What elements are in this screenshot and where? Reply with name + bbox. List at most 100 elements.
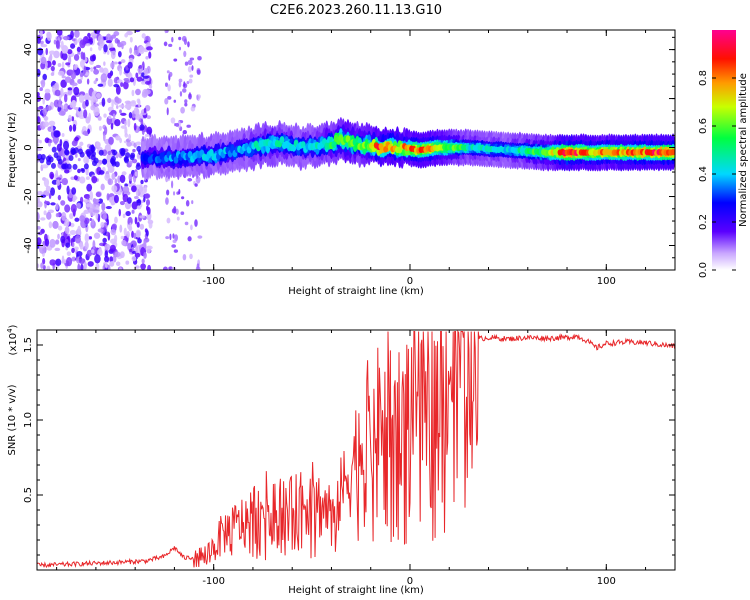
noise-blob — [42, 73, 47, 81]
noise-blob — [86, 249, 93, 257]
svg-text:(x104): (x104) — [6, 324, 19, 355]
noise-blob — [191, 65, 194, 71]
noise-blob — [91, 249, 95, 254]
noise-blob — [50, 162, 56, 169]
noise-blob — [134, 30, 141, 33]
noise-blob — [37, 190, 44, 196]
noise-blob — [103, 44, 108, 53]
noise-blob — [66, 185, 70, 195]
noise-blob — [124, 33, 129, 38]
noise-blob — [163, 41, 168, 47]
noise-blob — [50, 124, 54, 133]
noise-blob — [53, 152, 59, 159]
spectrogram-xtick-label: 0 — [407, 276, 413, 287]
noise-blob — [88, 236, 93, 240]
noise-blob — [145, 245, 152, 254]
noise-blob — [37, 111, 40, 117]
noise-blob — [89, 217, 92, 222]
noise-blob — [86, 183, 93, 192]
noise-blob — [72, 197, 76, 202]
noise-blob — [169, 233, 172, 241]
noise-blob — [77, 157, 81, 162]
noise-blob — [123, 227, 127, 237]
noise-blob — [128, 160, 133, 166]
noise-blob — [185, 200, 190, 207]
spectrogram-xlabel: Height of straight line (km) — [288, 286, 424, 297]
noise-blob — [179, 91, 183, 97]
noise-blob — [111, 99, 114, 109]
ridge-cell — [331, 140, 337, 149]
noise-blob — [70, 43, 76, 49]
snr-scale-prefix: (x10 — [8, 333, 19, 356]
noise-blob — [186, 81, 190, 85]
colorbar-tick-label: 0.4 — [698, 166, 709, 182]
noise-blob — [64, 204, 71, 213]
noise-blob — [39, 30, 43, 37]
noise-blob — [85, 99, 89, 107]
noise-blob — [83, 163, 89, 170]
noise-blob — [57, 70, 65, 76]
noise-blob — [50, 65, 55, 72]
noise-blob — [190, 105, 196, 112]
snr-xtick-label: 0 — [407, 576, 413, 587]
noise-blob — [170, 180, 174, 189]
noise-blob — [86, 78, 90, 85]
noise-blob — [129, 222, 132, 231]
noise-blob — [188, 93, 192, 100]
noise-blob — [131, 209, 135, 214]
noise-blob — [133, 106, 138, 115]
noise-blob — [187, 41, 190, 48]
noise-blob — [98, 198, 103, 204]
noise-blob — [129, 77, 135, 83]
noise-blob — [85, 43, 91, 47]
snr-ylabel: SNR (10 * v/v) — [7, 384, 18, 455]
noise-blob — [87, 261, 94, 267]
snr-scale-label: (x104) — [6, 324, 19, 355]
noise-blob — [125, 211, 131, 217]
noise-blob — [37, 231, 43, 236]
noise-blob — [37, 92, 40, 97]
noise-blob — [61, 163, 67, 170]
noise-blob — [71, 247, 75, 254]
noise-blob — [183, 38, 188, 45]
noise-blob — [112, 113, 116, 118]
noise-blob — [139, 215, 145, 219]
noise-blob — [109, 244, 116, 252]
noise-blob — [71, 38, 76, 42]
noise-blob — [49, 238, 56, 248]
noise-blob — [140, 179, 144, 185]
noise-blob — [60, 79, 67, 88]
noise-blob — [40, 44, 48, 48]
noise-blob — [68, 154, 74, 161]
noise-blob — [184, 61, 189, 66]
noise-blob — [89, 47, 93, 52]
noise-blob — [40, 217, 46, 221]
noise-blob — [62, 35, 70, 41]
snr-scale-exponent: 4 — [6, 328, 14, 333]
noise-blob — [129, 248, 133, 253]
noise-blob — [187, 66, 192, 73]
noise-blob — [144, 186, 148, 194]
noise-blob — [104, 261, 108, 269]
noise-blob — [124, 104, 130, 109]
noise-blob — [113, 83, 120, 88]
noise-blob — [103, 61, 106, 66]
noise-blob — [73, 64, 78, 71]
noise-blob — [93, 30, 101, 35]
noise-blob — [65, 62, 71, 66]
noise-blob — [64, 169, 70, 174]
noise-blob — [96, 141, 101, 148]
noise-blob — [37, 68, 41, 77]
noise-blob — [194, 219, 198, 227]
noise-blob — [97, 34, 104, 45]
noise-blob — [141, 33, 146, 39]
noise-blob — [127, 118, 131, 128]
noise-blob — [178, 78, 183, 83]
noise-blob — [50, 202, 56, 206]
noise-blob — [183, 50, 187, 58]
noise-blob — [93, 68, 100, 75]
noise-blob — [135, 141, 142, 146]
noise-blob — [181, 196, 185, 200]
noise-blob — [106, 50, 110, 55]
noise-blob — [104, 255, 110, 263]
